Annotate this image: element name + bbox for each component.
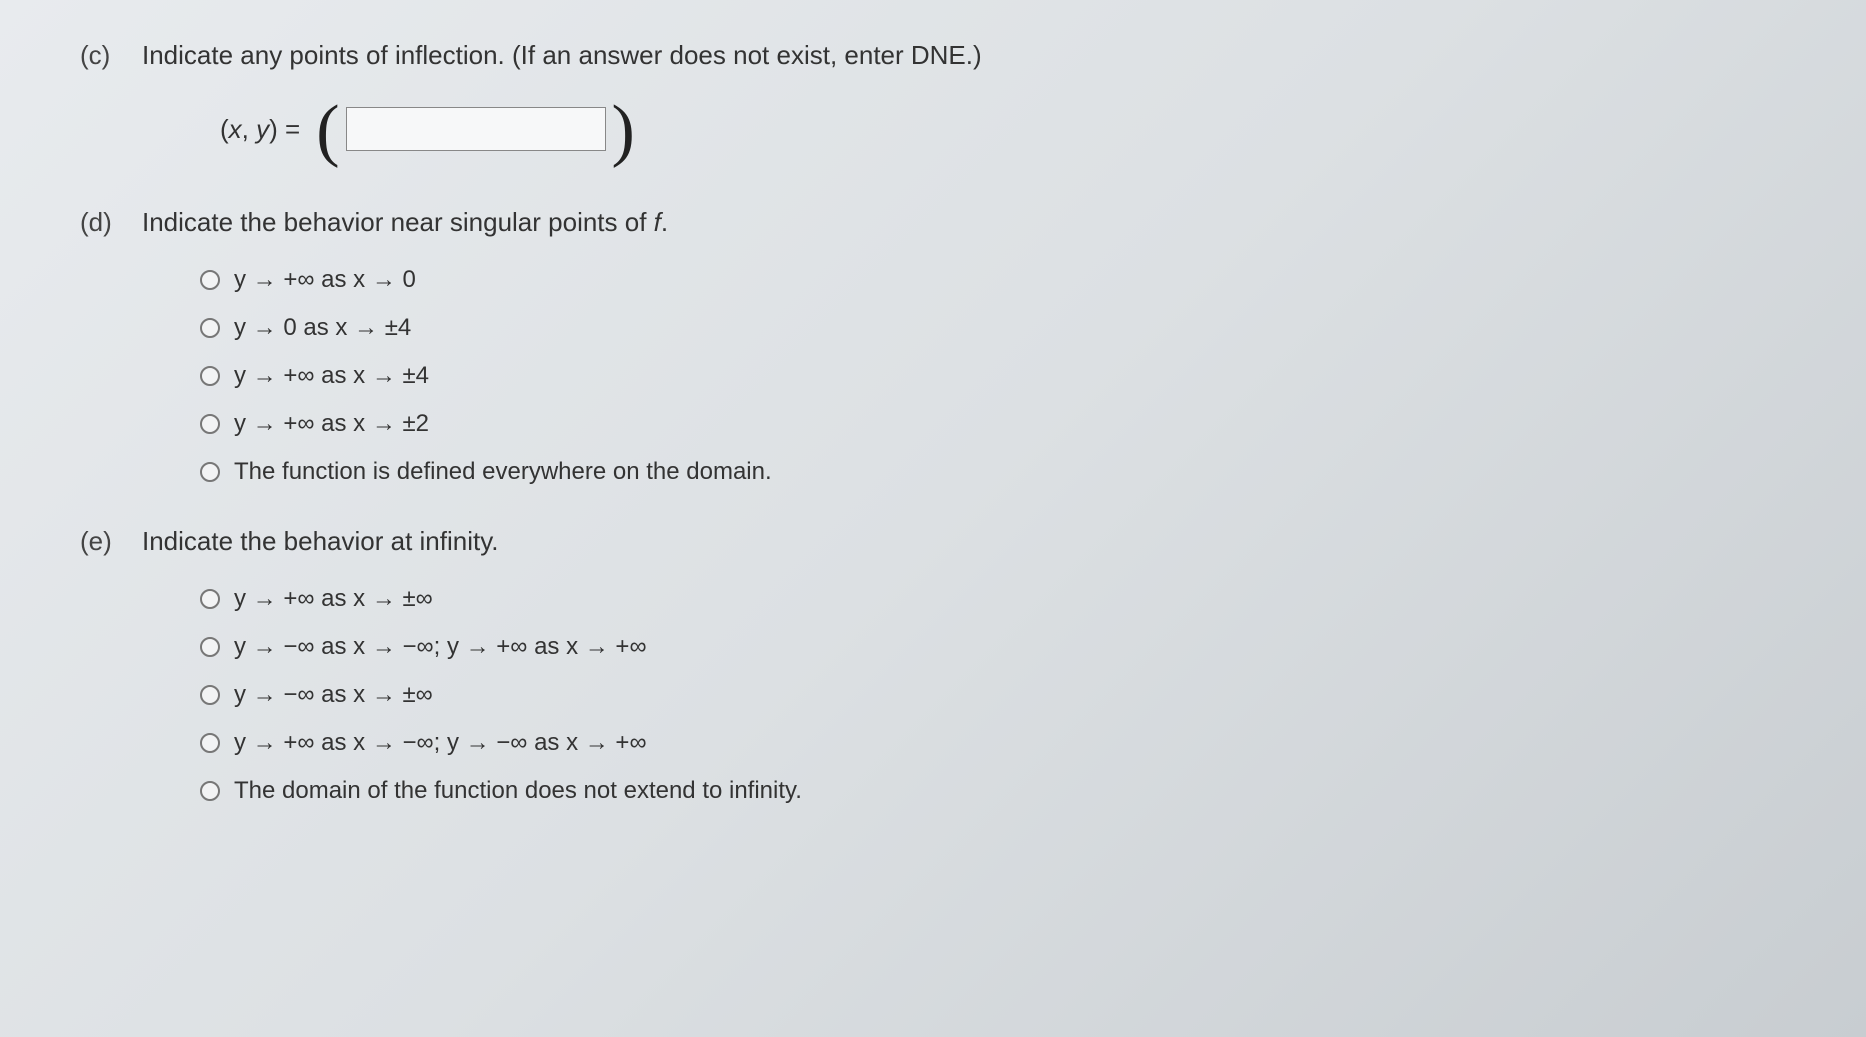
question-d: (d) Indicate the behavior near singular …	[80, 207, 1786, 486]
question-d-fvar: f	[654, 207, 661, 237]
radio-icon[interactable]	[200, 685, 220, 705]
option-e-3[interactable]: y → −∞ as x → ±∞	[200, 681, 1786, 709]
question-e-label: (e)	[80, 526, 124, 557]
radio-icon[interactable]	[200, 589, 220, 609]
question-e-header: (e) Indicate the behavior at infinity.	[80, 526, 1786, 557]
option-d-5-label: The function is defined everywhere on th…	[234, 458, 772, 486]
question-c: (c) Indicate any points of inflection. (…	[80, 40, 1786, 159]
left-paren: (	[316, 101, 339, 161]
radio-icon[interactable]	[200, 637, 220, 657]
question-d-options: y → +∞ as x → 0 y → 0 as x → ±4 y → +∞ a…	[200, 266, 1786, 486]
option-e-5[interactable]: The domain of the function does not exte…	[200, 777, 1786, 805]
option-e-2-label: y → −∞ as x → −∞; y → +∞ as x → +∞	[234, 633, 647, 661]
radio-icon[interactable]	[200, 781, 220, 801]
option-e-4[interactable]: y → +∞ as x → −∞; y → −∞ as x → +∞	[200, 729, 1786, 757]
option-e-3-label: y → −∞ as x → ±∞	[234, 681, 433, 709]
question-e: (e) Indicate the behavior at infinity. y…	[80, 526, 1786, 805]
question-d-header: (d) Indicate the behavior near singular …	[80, 207, 1786, 238]
option-d-4-label: y → +∞ as x → ±2	[234, 410, 429, 438]
question-e-options: y → +∞ as x → ±∞ y → −∞ as x → −∞; y → +…	[200, 585, 1786, 805]
option-d-1-label: y → +∞ as x → 0	[234, 266, 416, 294]
option-d-2-label: y → 0 as x → ±4	[234, 314, 411, 342]
radio-icon[interactable]	[200, 270, 220, 290]
inflection-input-row: (x, y) = ( )	[220, 99, 1786, 159]
option-d-5[interactable]: The function is defined everywhere on th…	[200, 458, 1786, 486]
radio-icon[interactable]	[200, 318, 220, 338]
right-paren: )	[612, 101, 635, 161]
question-c-prompt: Indicate any points of inflection. (If a…	[142, 40, 982, 71]
question-d-label: (d)	[80, 207, 124, 238]
option-e-5-label: The domain of the function does not exte…	[234, 777, 802, 805]
option-d-1[interactable]: y → +∞ as x → 0	[200, 266, 1786, 294]
option-e-4-label: y → +∞ as x → −∞; y → −∞ as x → +∞	[234, 729, 647, 757]
question-d-prompt-prefix: Indicate the behavior near singular poin…	[142, 207, 654, 237]
question-e-prompt: Indicate the behavior at infinity.	[142, 526, 499, 557]
option-d-3[interactable]: y → +∞ as x → ±4	[200, 362, 1786, 390]
option-e-2[interactable]: y → −∞ as x → −∞; y → +∞ as x → +∞	[200, 633, 1786, 661]
radio-icon[interactable]	[200, 414, 220, 434]
radio-icon[interactable]	[200, 366, 220, 386]
question-c-header: (c) Indicate any points of inflection. (…	[80, 40, 1786, 71]
radio-icon[interactable]	[200, 462, 220, 482]
xy-equals-label: (x, y) =	[220, 114, 300, 145]
question-c-label: (c)	[80, 40, 124, 71]
option-d-4[interactable]: y → +∞ as x → ±2	[200, 410, 1786, 438]
question-d-prompt: Indicate the behavior near singular poin…	[142, 207, 668, 238]
option-e-1-label: y → +∞ as x → ±∞	[234, 585, 433, 613]
question-d-prompt-suffix: .	[661, 207, 668, 237]
inflection-point-input[interactable]	[346, 107, 606, 151]
option-e-1[interactable]: y → +∞ as x → ±∞	[200, 585, 1786, 613]
option-d-3-label: y → +∞ as x → ±4	[234, 362, 429, 390]
option-d-2[interactable]: y → 0 as x → ±4	[200, 314, 1786, 342]
radio-icon[interactable]	[200, 733, 220, 753]
